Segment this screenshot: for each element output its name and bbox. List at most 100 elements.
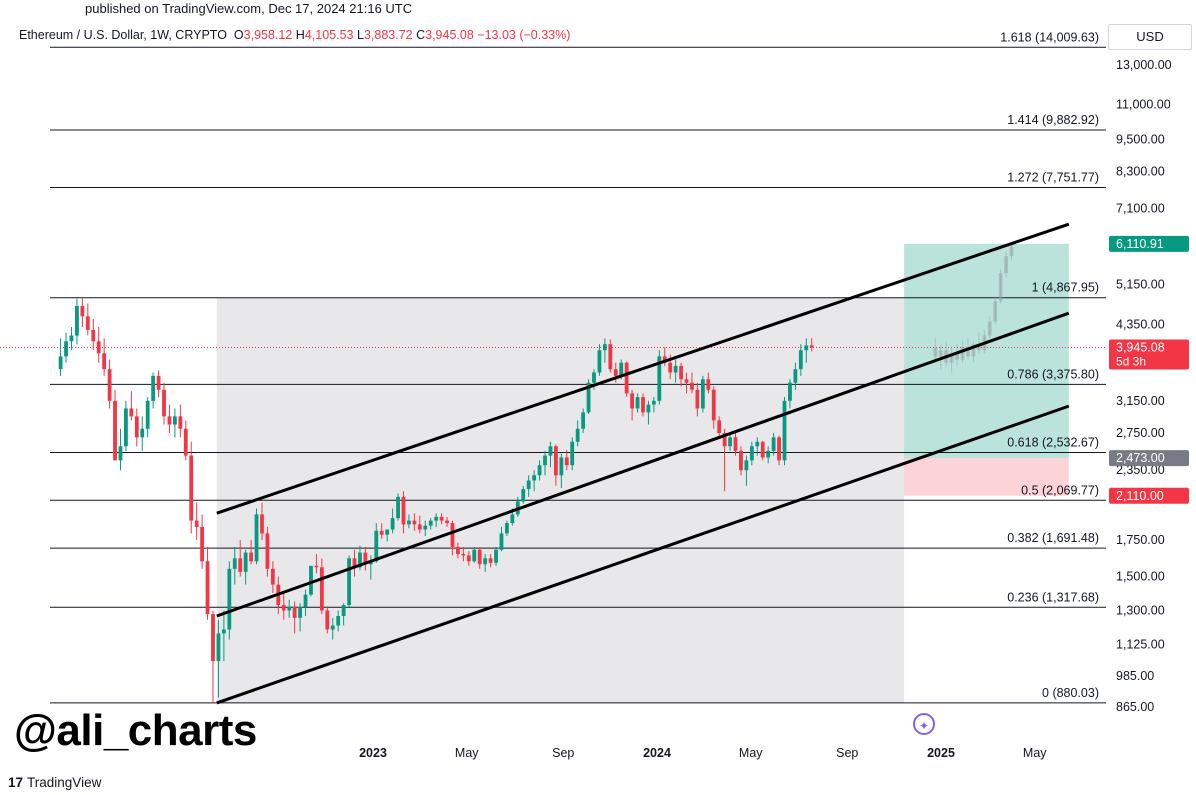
high-value: 4,105.53 <box>304 28 354 42</box>
position-loss-zone <box>904 458 1069 496</box>
candle-body-46 <box>309 565 313 595</box>
tradingview-brand: 17 TradingView <box>8 775 101 790</box>
candle-body-15 <box>140 428 145 438</box>
x-tick-label-1: May <box>455 746 479 760</box>
projection-candle-body-7 <box>971 344 976 357</box>
projection-candle-body-6 <box>966 347 970 357</box>
projection-candle-body-3 <box>949 353 954 363</box>
candle-body-138 <box>809 345 814 348</box>
projection-candle-body-8 <box>976 344 981 351</box>
candle-body-77 <box>477 549 482 565</box>
candle-body-111 <box>662 356 667 363</box>
price-tag-label-2: 2,473.00 <box>1116 451 1165 465</box>
price-tag-sub-1: 5d 3h <box>1116 355 1146 369</box>
candle-body-19 <box>162 389 166 417</box>
candle-body-96 <box>581 412 586 429</box>
candle-body-118 <box>700 379 705 409</box>
y-tick-label-5: 5,150.00 <box>1116 277 1165 291</box>
projection-candle-body-10 <box>987 321 992 336</box>
open-label: O <box>233 28 244 42</box>
candle-body-34 <box>243 552 248 572</box>
candle-body-71 <box>445 520 449 524</box>
candle-body-97 <box>586 382 591 413</box>
price-tag-3 <box>1109 487 1189 504</box>
candle-body-115 <box>684 379 689 383</box>
candle-body-128 <box>755 441 760 447</box>
price-tag-label-1: 3,945.08 <box>1116 341 1165 355</box>
candle-body-65 <box>412 520 417 525</box>
candle-body-135 <box>793 369 798 383</box>
channel-lower-line <box>216 404 1070 705</box>
candle-body-23 <box>183 428 188 456</box>
candle-body-54 <box>352 558 357 568</box>
channel-middle-line <box>216 311 1070 618</box>
fib-level-label-9: 0 (880.03) <box>1042 686 1099 700</box>
y-tick-label-8: 2,750.00 <box>1116 426 1165 440</box>
x-tick-label-5: Sep <box>836 746 858 760</box>
price-tag-label-3: 2,110.00 <box>1116 489 1164 503</box>
candle-body-61 <box>390 518 395 530</box>
candle-body-72 <box>450 523 455 547</box>
candle-body-124 <box>733 437 738 451</box>
candle-body-108 <box>646 404 651 413</box>
position-profit-zone <box>904 243 1069 459</box>
candle-body-137 <box>804 345 809 351</box>
y-tick-label-6: 4,350.00 <box>1116 317 1165 331</box>
candle-body-66 <box>417 524 422 530</box>
candle-body-16 <box>145 400 150 429</box>
candle-body-1 <box>64 341 68 357</box>
brand-name: TradingView <box>27 775 102 790</box>
candle-body-37 <box>260 514 264 534</box>
candle-body-32 <box>232 558 237 569</box>
candle-body-25 <box>194 520 199 527</box>
candle-body-27 <box>205 561 210 615</box>
candle-body-87 <box>532 475 537 481</box>
fib-level-label-0: 1.618 (14,009.63) <box>1000 30 1099 44</box>
candle-body-79 <box>488 558 493 563</box>
projection-candle-body-14 <box>1009 246 1014 257</box>
candle-body-45 <box>303 594 308 607</box>
y-tick-label-4: 7,100.00 <box>1116 201 1165 215</box>
candle-body-129 <box>760 441 765 458</box>
candle-body-53 <box>347 558 351 606</box>
candle-body-78 <box>483 558 488 565</box>
close-value: 3,945.08 <box>425 28 474 42</box>
candle-body-13 <box>129 408 134 417</box>
low-label: L <box>356 28 364 42</box>
candle-body-18 <box>156 375 161 390</box>
x-tick-label-4: May <box>739 746 763 760</box>
fib-level-label-6: 0.5 (2,069.77) <box>1021 483 1099 497</box>
candle-body-33 <box>238 558 243 572</box>
low-value: 3,883.72 <box>363 28 413 42</box>
candle-body-9 <box>107 369 112 401</box>
candle-body-43 <box>292 606 297 618</box>
candle-body-67 <box>423 525 428 530</box>
candle-body-55 <box>358 552 362 568</box>
candle-body-120 <box>711 389 716 421</box>
candle-body-5 <box>85 316 90 330</box>
price-tag-0 <box>1109 235 1189 252</box>
candle-body-2 <box>69 335 74 342</box>
candle-body-127 <box>749 446 754 461</box>
y-tick-label-9: 2,350.00 <box>1116 463 1165 477</box>
candle-body-58 <box>374 530 379 562</box>
candle-body-105 <box>630 393 635 409</box>
open-value: 3,958.12 <box>243 28 293 42</box>
candle-body-102 <box>613 369 618 376</box>
fib-level-label-1: 1.414 (9,882.92) <box>1007 113 1099 127</box>
x-tick-label-7: May <box>1023 746 1047 760</box>
projection-candle-body-0 <box>933 347 938 357</box>
currency-selector[interactable]: USD <box>1108 24 1192 50</box>
candle-body-73 <box>456 546 460 555</box>
candle-body-39 <box>270 568 275 585</box>
candle-body-131 <box>771 437 776 451</box>
high-label: H <box>295 28 305 42</box>
candle-body-75 <box>466 555 471 562</box>
projection-candle-body-4 <box>955 353 959 360</box>
candle-body-94 <box>570 441 575 466</box>
candle-body-136 <box>798 350 803 370</box>
candle-body-10 <box>113 400 117 461</box>
projection-candle-body-1 <box>938 350 943 357</box>
sparkle-icon[interactable]: ✦ <box>913 713 935 735</box>
